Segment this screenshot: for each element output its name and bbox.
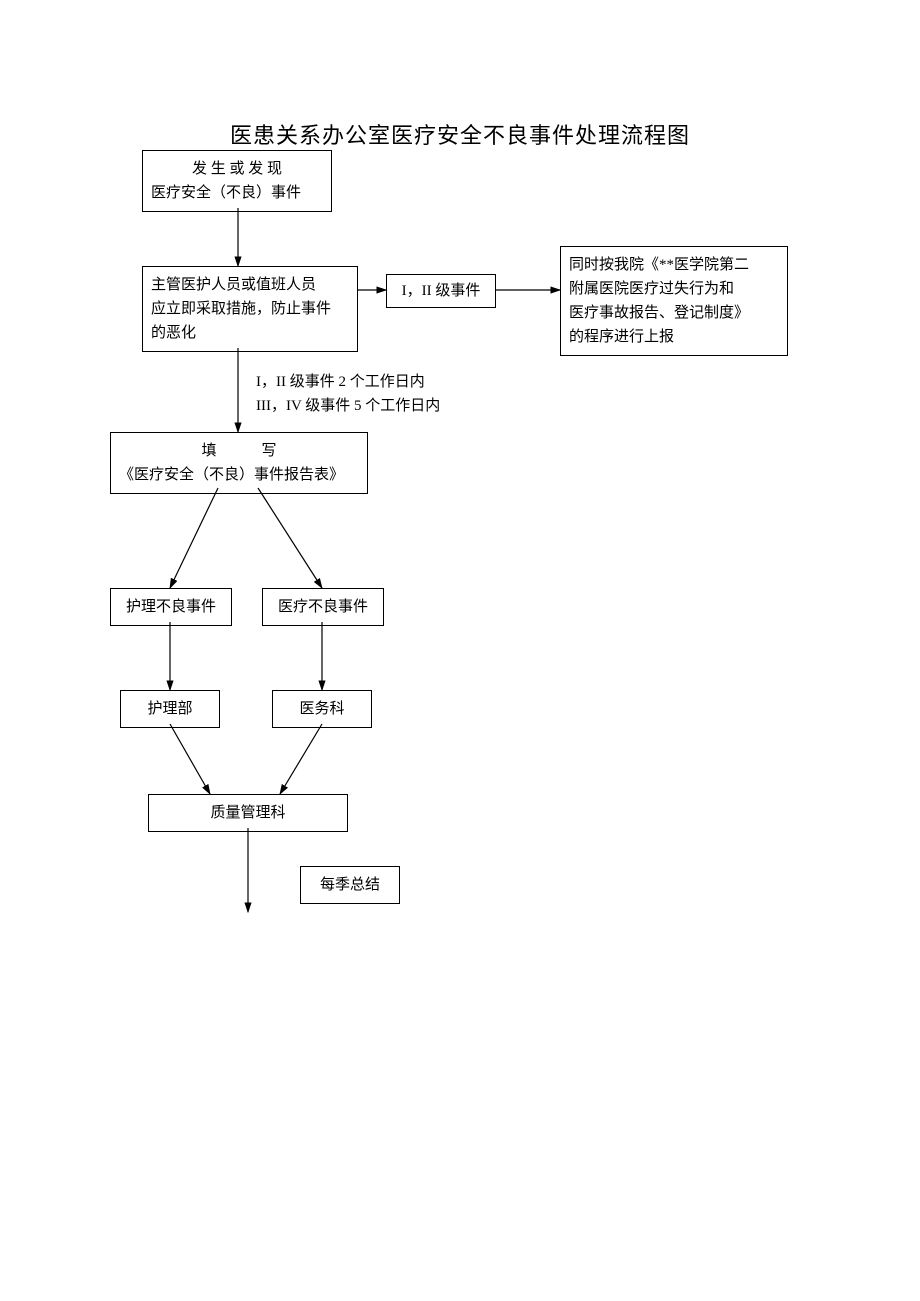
node-fill-report: 填 写 《医疗安全（不良）事件报告表》 [110,432,368,494]
label-line: I，II 级事件 2 个工作日内 [256,370,440,394]
node-line: 医疗安全（不良）事件 [151,181,323,205]
label-line: III，IV 级事件 5 个工作日内 [256,394,440,418]
node-medical-dept: 医务科 [272,690,372,728]
node-quality-dept: 质量管理科 [148,794,348,832]
node-nursing-event: 护理不良事件 [110,588,232,626]
node-medical-event: 医疗不良事件 [262,588,384,626]
node-take-action: 主管医护人员或值班人员 应立即采取措施，防止事件 的恶化 [142,266,358,352]
page-title: 医患关系办公室医疗安全不良事件处理流程图 [0,118,920,150]
node-line: 填 写 [119,439,359,463]
node-report-parallel: 同时按我院《**医学院第二 附属医院医疗过失行为和 医疗事故报告、登记制度》 的… [560,246,788,356]
node-line: 医疗事故报告、登记制度》 [569,301,779,325]
node-line: 《医疗安全（不良）事件报告表》 [119,463,359,487]
node-line: 的程序进行上报 [569,325,779,349]
node-line: 附属医院医疗过失行为和 [569,277,779,301]
node-line: 发 生 或 发 现 [151,157,323,181]
flow-arrows [0,0,920,1301]
node-line: 的恶化 [151,321,349,345]
edge-timing-label: I，II 级事件 2 个工作日内 III，IV 级事件 5 个工作日内 [256,370,440,418]
node-quarterly-summary: 每季总结 [300,866,400,904]
node-nursing-dept: 护理部 [120,690,220,728]
node-discover-event: 发 生 或 发 现 医疗安全（不良）事件 [142,150,332,212]
node-line: 应立即采取措施，防止事件 [151,297,349,321]
node-line: 同时按我院《**医学院第二 [569,253,779,277]
node-level-label: I，II 级事件 [386,274,496,308]
node-line: 主管医护人员或值班人员 [151,273,349,297]
